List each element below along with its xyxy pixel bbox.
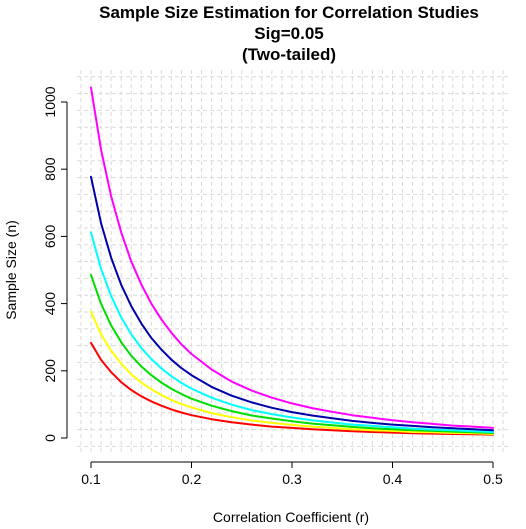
x-tick-label: 0.5 (483, 471, 503, 487)
x-tick-label: 0.2 (182, 471, 202, 487)
x-tick-label: 0.4 (383, 471, 403, 487)
series-line-2 (90, 310, 494, 435)
title-line-1: Sample Size Estimation for Correlation S… (99, 3, 479, 22)
series-line-6 (90, 86, 494, 429)
series-line-5 (90, 175, 494, 432)
y-axis-label: Sample Size (n) (3, 220, 19, 320)
grid (77, 70, 508, 452)
x-tick-label: 0.3 (282, 471, 302, 487)
chart-title: Sample Size Estimation for Correlation S… (99, 3, 479, 64)
x-tick-label: 0.1 (81, 471, 101, 487)
x-axis-label: Correlation Coefficient (r) (213, 509, 369, 525)
axes: 0.1 0.2 0.3 0.4 0.5 0 200 400 600 800 1000 (42, 86, 503, 487)
title-line-2: Sig=0.05 (254, 24, 323, 43)
series-line-3 (90, 274, 494, 434)
series-group (90, 86, 494, 436)
y-tick-label: 200 (42, 359, 58, 383)
y-tick-label: 800 (42, 157, 58, 181)
series-line-4 (90, 231, 494, 433)
y-tick-label: 0 (42, 434, 58, 442)
title-line-3: (Two-tailed) (242, 45, 336, 64)
series-line-1 (90, 341, 494, 436)
y-tick-label: 400 (42, 292, 58, 316)
y-tick-label: 600 (42, 225, 58, 249)
y-tick-label: 1000 (42, 86, 58, 117)
